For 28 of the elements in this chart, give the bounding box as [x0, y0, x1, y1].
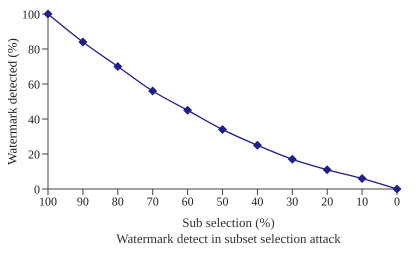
x-tick-label: 60 [182, 194, 194, 209]
y-tick-label: 0 [34, 182, 40, 196]
x-tick-label: 70 [146, 194, 159, 209]
x-tick-label: 0 [394, 194, 400, 209]
x-tick-label: 10 [356, 194, 368, 209]
point [218, 125, 227, 134]
x-tick-label: 100 [39, 194, 57, 209]
y-tick-label: 80 [28, 42, 40, 56]
x-tick-label: 50 [216, 194, 228, 209]
point [78, 38, 88, 46]
y-tick-label: 60 [28, 77, 40, 92]
point [148, 86, 158, 96]
point [322, 165, 332, 174]
x-tick-label: 90 [76, 194, 89, 209]
y-tick-label: 40 [28, 112, 40, 126]
point [113, 62, 122, 71]
x-tick-label: 40 [251, 194, 264, 209]
text: Watermark detect in subset selection attack [115, 231, 342, 247]
y-tick-label: 20 [28, 147, 40, 162]
x-tick-label: 80 [112, 194, 124, 209]
point [288, 154, 297, 164]
point [358, 174, 367, 183]
point [183, 106, 192, 115]
y-tick-label: 100 [22, 7, 40, 22]
x-axis-title: Sub selection (%) [181, 215, 276, 231]
x-tick-label: 20 [321, 194, 334, 209]
x-tick-label: 30 [286, 194, 298, 209]
point [252, 140, 262, 150]
